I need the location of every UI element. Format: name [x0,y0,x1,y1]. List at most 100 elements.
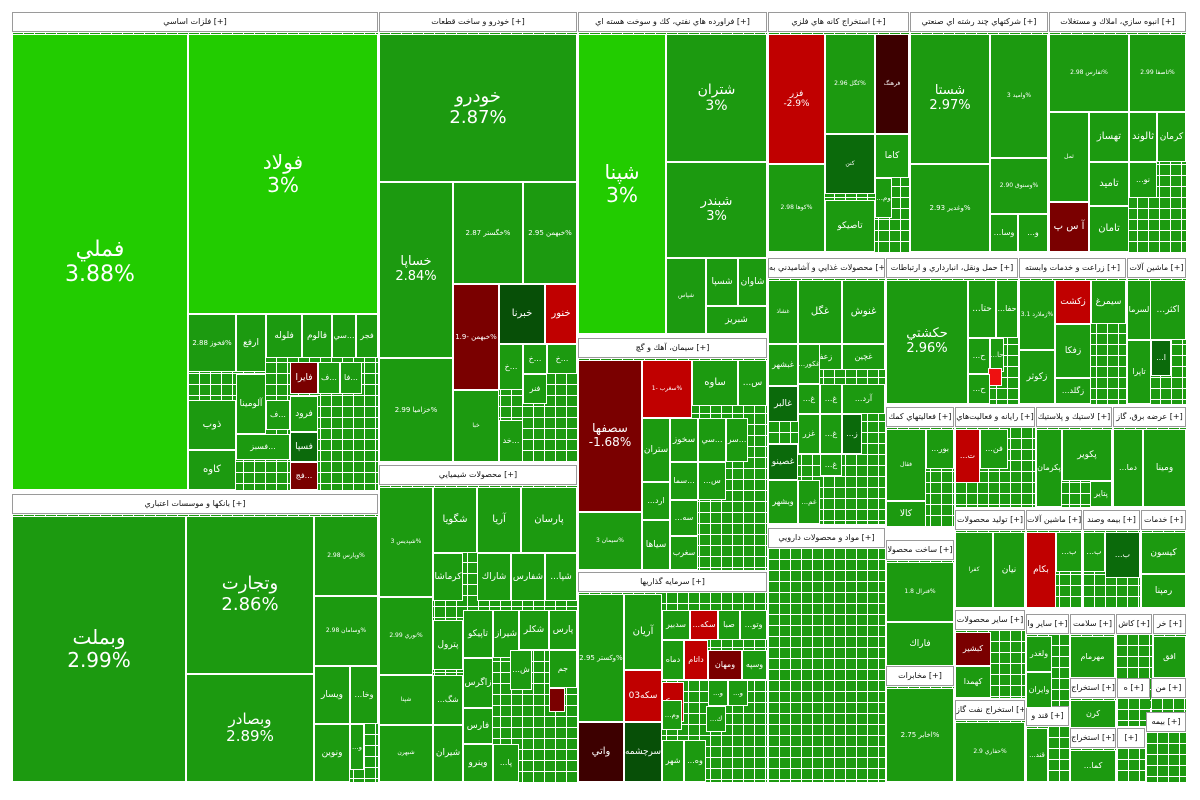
stock-tile[interactable]: ...غ [820,454,842,476]
stock-tile[interactable]: وبصادر 2.89% [186,674,314,782]
stock-tile[interactable]: شتران 3% [666,34,767,162]
sector-header[interactable]: حمل ونقل، انبارداري و ارتباطات [+] [886,258,1018,278]
sector-header[interactable]: فراورده هاي نفتي، كك و سوخت هسته اي [+] [578,12,767,32]
stock-tile[interactable]: ...س [738,360,767,406]
stock-tile[interactable]: خبهمن -1.9% [453,284,499,390]
stock-tile[interactable]: ...فن [980,429,1008,469]
stock-tile[interactable]: لسرما [1127,280,1151,340]
stock-tile[interactable]: وايران [1026,672,1052,708]
stock-tile[interactable]: سصفها -1.68% [578,360,642,512]
sector-header[interactable]: قند و [+] [1026,706,1069,726]
stock-tile[interactable]: كگل 2.96% [825,34,875,134]
stock-tile[interactable]: ف... [266,400,290,430]
stock-tile[interactable]: خ... [547,344,577,374]
stock-tile[interactable]: شهر [662,740,684,782]
stock-tile[interactable]: ...و [708,680,728,706]
stock-tile[interactable]: ...و [350,724,364,770]
stock-tile[interactable]: كنن [825,134,875,194]
stock-tile[interactable]: فقال [886,429,926,501]
stock-tile[interactable]: وسپه [742,650,767,680]
stock-tile[interactable]: وغدير 2.93% [910,164,990,252]
stock-tile[interactable]: ذوب [188,400,236,450]
stock-tile[interactable]: ...آرد [842,384,885,414]
stock-tile[interactable]: ...وم [875,178,892,218]
stock-tile[interactable]: افق [1153,636,1186,678]
stock-tile[interactable]: شاوان [738,258,767,306]
stock-tile[interactable]: مهرمام [1070,636,1115,678]
stock-tile[interactable]: غصينو [768,444,798,480]
stock-tile[interactable]: فخوز 2.88% [188,314,236,372]
stock-tile[interactable]: خودرو 2.87% [379,34,577,182]
stock-tile[interactable]: شسپا [706,258,738,306]
stock-tile[interactable]: فنرال 1.8% [886,562,954,622]
stock-tile[interactable]: وكستر 2.95% [578,594,624,722]
stock-tile[interactable]: شپاس [666,258,706,334]
stock-tile[interactable]: فملي 3.88% [12,34,188,490]
stock-tile[interactable]: زكشت [1055,280,1091,324]
stock-tile[interactable]: شپنا [379,675,433,725]
stock-tile[interactable]: ومهان [708,650,742,680]
stock-tile[interactable]: سخوز [670,418,698,462]
stock-tile[interactable]: زاگرس [463,658,493,708]
stock-tile[interactable]: ساوه [692,360,738,406]
stock-tile[interactable]: ...وتو [740,610,767,640]
stock-tile[interactable]: خبهمن 2.95% [523,182,577,284]
stock-tile[interactable]: خ... [523,344,547,374]
stock-tile[interactable]: پكوير [1062,429,1112,481]
stock-tile[interactable]: آلومينا [236,374,266,434]
stock-tile[interactable]: شپنا 3% [578,34,666,334]
stock-tile[interactable]: سي... [332,314,356,358]
stock-tile[interactable]: سر... [726,418,748,462]
stock-tile[interactable]: خنور [545,284,577,344]
stock-tile[interactable]: ...كما [1070,750,1116,782]
stock-tile[interactable]: ...غ [820,384,842,414]
stock-tile[interactable]: وينرو [463,744,493,782]
sector-header[interactable]: مخابرات [+] [886,666,954,686]
sector-header[interactable]: سيمان، آهك و گچ [+] [578,338,767,358]
stock-tile[interactable]: خگستر 2.87% [453,182,523,284]
stock-tile[interactable]: فنر [523,374,547,404]
stock-tile[interactable]: سدبير [662,610,690,640]
stock-tile[interactable]: كالا [886,501,926,527]
stock-tile[interactable]: وسنوق 2.90% [990,158,1048,214]
stock-tile[interactable]: سرچشمه [624,722,662,782]
sector-header[interactable]: خودرو و ساخت قطعات [+] [379,12,577,32]
sector-header[interactable]: ماشين آلات [+] [1026,510,1082,530]
stock-tile[interactable]: ...ك [706,706,726,732]
stock-tile[interactable]: سيمرغ [1091,280,1126,324]
stock-tile[interactable] [988,368,1002,386]
stock-tile[interactable]: شپديس 3% [379,487,433,597]
stock-tile[interactable]: تاميد [1089,162,1129,206]
sector-header[interactable]: رايانه و فعاليت‌هاي [+] [955,407,1035,427]
stock-tile[interactable]: ...پا [493,744,519,782]
stock-tile[interactable]: ونوين [314,724,350,782]
stock-tile[interactable]: فا... [340,362,362,394]
stock-tile[interactable]: ثالوند [1129,112,1157,162]
stock-tile[interactable]: ...غكور [798,344,820,384]
sector-header[interactable]: ساخت محصولا [+] [886,540,954,560]
stock-tile[interactable]: خبرنا [499,284,545,344]
stock-tile[interactable]: ...حفا [996,280,1018,338]
stock-tile[interactable]: خ... [499,344,523,390]
sector-header[interactable]: محصولات شيميايي [+] [379,465,577,485]
stock-tile[interactable]: تاپيكو [463,610,493,658]
sector-header[interactable]: بيمه وصند [+] [1083,510,1140,530]
stock-tile[interactable]: ...ش [510,650,532,690]
stock-tile[interactable]: ...ا [1151,340,1171,376]
stock-tile[interactable]: ...بور [926,429,954,469]
stock-tile[interactable]: ...وخا [350,666,378,724]
stock-tile[interactable]: كوها 2.98% [768,164,825,252]
sector-header[interactable]: ساير محصولات [+] [955,610,1025,630]
stock-tile[interactable]: ...و [1018,214,1048,252]
sector-header[interactable]: انبوه سازي، املاك و مستغلات [+] [1049,12,1186,32]
sector-header[interactable]: سرمايه گذاريها [+] [578,572,767,592]
stock-tile[interactable]: تاصيكو [825,200,875,252]
sector-header[interactable]: لاستيك و پلاستيك [+] [1036,407,1112,427]
stock-tile[interactable]: شبندر 3% [666,162,767,258]
stock-tile[interactable]: صبا [718,610,740,640]
stock-tile[interactable]: ...ارد [642,482,670,520]
stock-tile[interactable]: سكه03 [624,670,662,722]
stock-tile[interactable]: فج... [290,462,318,490]
stock-tile[interactable]: غبشهر [768,344,798,386]
stock-tile[interactable] [549,688,565,712]
